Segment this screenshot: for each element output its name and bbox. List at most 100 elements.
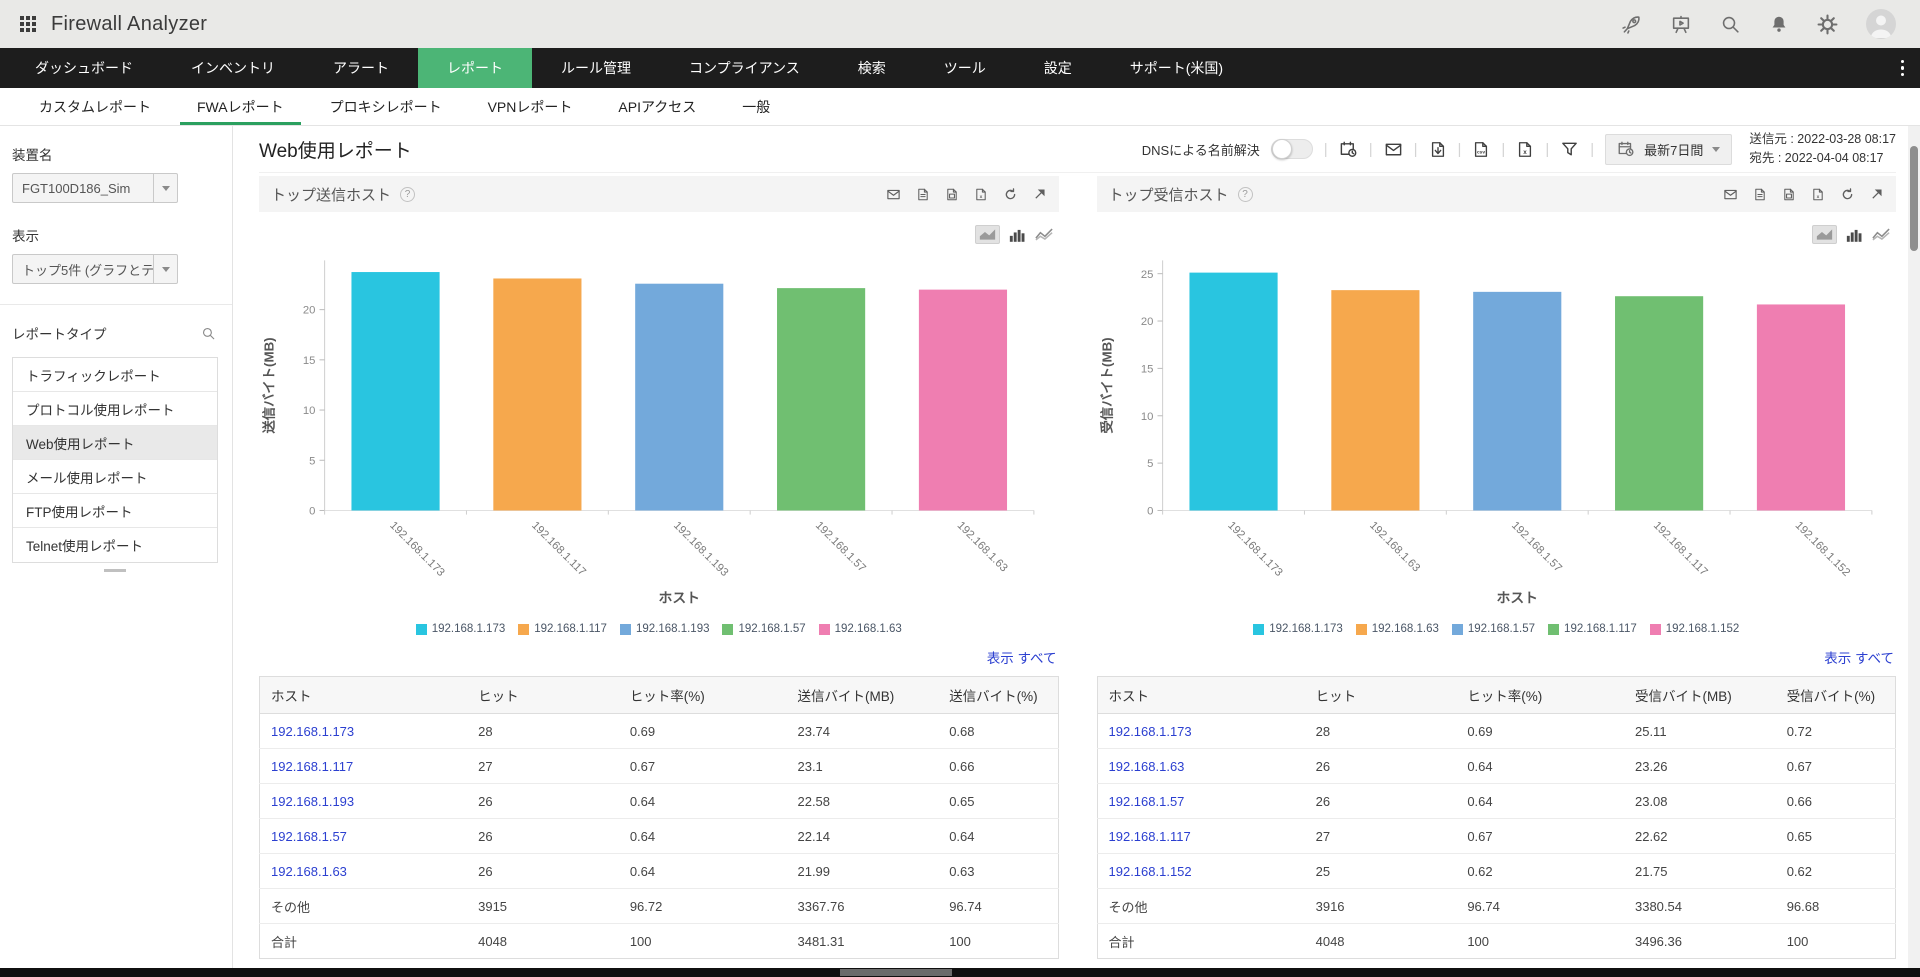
legend-item[interactable]: 192.168.1.117 [518, 623, 607, 635]
host-link[interactable]: 192.168.1.152 [1108, 863, 1192, 879]
nav-tab-alerts[interactable]: アラート [333, 60, 389, 76]
filter-icon[interactable] [1560, 140, 1579, 159]
legend-item[interactable]: 192.168.1.173 [1253, 623, 1343, 635]
bar-192.168.1.63[interactable] [918, 289, 1008, 511]
vertical-scrollbar[interactable] [1908, 126, 1920, 968]
line-chart-icon[interactable] [1872, 228, 1890, 241]
nav-tab-reports[interactable]: レポート [418, 48, 532, 88]
host-link[interactable]: 192.168.1.173 [271, 723, 355, 739]
csv-export-icon[interactable]: csv [1472, 140, 1490, 159]
demo-player-icon[interactable] [1670, 14, 1692, 35]
host-link[interactable]: 192.168.1.57 [1108, 793, 1185, 809]
nav-tab-settings[interactable]: 設定 [1043, 60, 1072, 76]
legend-item[interactable]: 192.168.1.173 [415, 623, 505, 635]
host-link[interactable]: 192.168.1.57 [271, 828, 347, 844]
rocket-icon[interactable] [1621, 14, 1642, 35]
nav-tab-inventory[interactable]: インベントリ [191, 60, 275, 76]
pdf-export-icon[interactable] [1429, 140, 1447, 159]
pdf-export-icon[interactable] [916, 187, 930, 202]
user-avatar[interactable] [1866, 9, 1896, 39]
subtab-general[interactable]: 一般 [742, 98, 771, 115]
settings-gear-icon[interactable] [1817, 14, 1838, 35]
host-link[interactable]: 192.168.1.173 [1108, 723, 1192, 739]
host-link[interactable]: 192.168.1.117 [1108, 828, 1191, 844]
show-all-link[interactable]: 表示 すべて [1824, 651, 1894, 667]
schedule-calendar-icon[interactable] [1339, 140, 1358, 159]
legend-item[interactable]: 192.168.1.193 [619, 623, 709, 635]
report-type-web-usage[interactable]: Web使用レポート [13, 426, 217, 460]
show-all-link[interactable]: 表示 すべて [986, 651, 1057, 667]
excel-export-icon[interactable]: x [1516, 140, 1534, 159]
report-type-mail-usage[interactable]: メール使用レポート [13, 460, 217, 494]
excel-export-icon[interactable]: x [1811, 187, 1825, 202]
area-chart-icon[interactable] [1812, 225, 1837, 244]
expand-icon[interactable] [1033, 187, 1047, 201]
csv-export-icon[interactable] [945, 187, 959, 202]
legend-item[interactable]: 192.168.1.57 [722, 623, 806, 635]
report-type-telnet-usage[interactable]: Telnet使用レポート [26, 539, 144, 554]
report-type-ftp-usage[interactable]: FTP使用レポート [13, 494, 217, 528]
nav-tab-tools[interactable]: ツール [943, 60, 986, 76]
display-select[interactable]: トップ5件 (グラフとテ... [12, 254, 178, 284]
subtab-api-access[interactable]: APIアクセス [618, 98, 697, 115]
subtab-vpn-reports[interactable]: VPNレポート [487, 98, 573, 115]
host-link[interactable]: 192.168.1.63 [1108, 758, 1185, 774]
help-icon[interactable]: ? [1237, 186, 1253, 202]
area-chart-icon[interactable] [974, 225, 1000, 244]
csv-export-icon[interactable] [1782, 187, 1796, 202]
host-link[interactable]: 192.168.1.193 [271, 793, 355, 809]
search-icon[interactable] [1720, 14, 1741, 35]
excel-export-icon[interactable]: x [974, 187, 988, 202]
column-header: 受信バイト(MB) [1623, 676, 1776, 715]
help-icon[interactable]: ? [400, 186, 416, 202]
bar-192.168.1.173[interactable] [1188, 272, 1278, 511]
refresh-icon[interactable] [1003, 187, 1018, 202]
line-chart-icon[interactable] [1034, 228, 1053, 241]
report-type-traffic[interactable]: トラフィックレポート [13, 358, 217, 392]
dns-resolve-toggle[interactable] [1270, 139, 1313, 159]
date-range-button[interactable]: 最新7日間 [1605, 133, 1733, 165]
email-icon[interactable] [1384, 140, 1403, 159]
subtab-custom-reports[interactable]: カスタムレポート [39, 98, 151, 115]
bar-chart-icon[interactable] [1009, 228, 1026, 242]
device-select[interactable]: FGT100D186_Sim [12, 173, 178, 203]
nav-tab-compliance[interactable]: コンプライアンス [689, 60, 800, 76]
host-link[interactable]: 192.168.1.63 [271, 863, 347, 879]
bar-192.168.1.57[interactable] [1472, 291, 1561, 511]
legend-item[interactable]: 192.168.1.117 [1548, 623, 1637, 635]
legend-item[interactable]: 192.168.1.63 [1355, 623, 1439, 636]
email-icon[interactable] [886, 187, 901, 202]
bar-192.168.1.57[interactable] [777, 288, 866, 511]
report-type-protocol-usage[interactable]: プロトコル使用レポート [13, 392, 217, 426]
bar-192.168.1.173[interactable] [351, 272, 440, 511]
bar-192.168.1.117[interactable] [1614, 296, 1703, 511]
report-type-search-icon[interactable] [201, 326, 216, 341]
nav-tab-support[interactable]: サポート(米国) [1129, 60, 1224, 76]
notifications-bell-icon[interactable] [1769, 14, 1789, 35]
nav-tab-rule-management[interactable]: ルール管理 [561, 60, 631, 76]
bar-192.168.1.152[interactable] [1756, 304, 1845, 511]
nav-tab-search[interactable]: 検索 [857, 60, 886, 76]
more-menu-kebab-icon[interactable] [1895, 48, 1911, 88]
pdf-export-icon[interactable] [1753, 187, 1767, 202]
nav-tab-dashboard[interactable]: ダッシュボード [35, 60, 133, 76]
email-icon[interactable] [1723, 187, 1738, 202]
legend-label: 192.168.1.63 [1371, 623, 1439, 636]
apps-grid-icon[interactable] [20, 15, 37, 33]
vertical-scrollbar-thumb[interactable] [1910, 146, 1918, 251]
horizontal-scrollbar[interactable] [0, 968, 1920, 977]
legend-item[interactable]: 192.168.1.63 [818, 623, 902, 635]
bar-chart-icon[interactable] [1846, 228, 1863, 242]
page-title: Web使用レポート [259, 140, 412, 162]
legend-item[interactable]: 192.168.1.152 [1649, 623, 1739, 635]
legend-item[interactable]: 192.168.1.57 [1451, 623, 1535, 635]
refresh-icon[interactable] [1840, 187, 1855, 202]
host-link[interactable]: 192.168.1.117 [271, 758, 354, 774]
bar-192.168.1.193[interactable] [635, 283, 724, 511]
subtab-fwa-reports[interactable]: FWAレポート [174, 88, 307, 125]
subtab-proxy-reports[interactable]: プロキシレポート [329, 98, 442, 115]
expand-icon[interactable] [1870, 187, 1884, 201]
bar-192.168.1.117[interactable] [493, 278, 582, 511]
bar-192.168.1.63[interactable] [1330, 290, 1419, 511]
horizontal-scrollbar-thumb[interactable] [840, 969, 952, 976]
